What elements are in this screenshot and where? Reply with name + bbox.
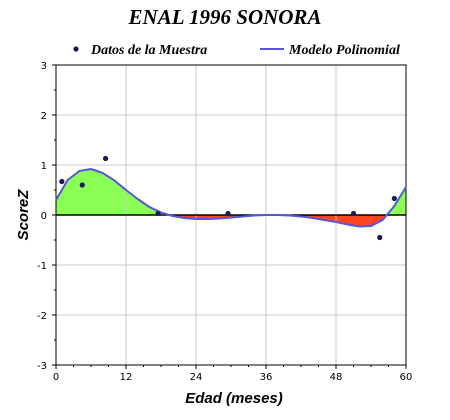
y-tick-label: 0 (41, 211, 47, 222)
data-point (225, 210, 231, 217)
data-point (59, 178, 65, 185)
negative-area-fill (56, 215, 406, 227)
x-tick-label: 0 (53, 372, 59, 383)
y-tick-label: 2 (41, 111, 47, 122)
x-axis-title: Edad (meses) (185, 390, 283, 407)
y-tick-label: -1 (37, 261, 47, 272)
model-curve-line (55, 167, 407, 228)
legend-label-scatter: Datos de la Muestra (90, 43, 207, 58)
legend-label-line: Modelo Polinomial (288, 43, 400, 58)
y-tick-label: -2 (37, 311, 47, 322)
x-tick-label: 24 (190, 372, 203, 383)
data-point (79, 182, 85, 188)
y-axis-title: ScoreZ (15, 189, 32, 241)
data-point (377, 234, 383, 241)
chart-title: ENAL 1996 SONORA (128, 5, 322, 29)
x-tick-label: 60 (400, 372, 413, 383)
x-tick-label: 36 (260, 372, 273, 383)
legend: Datos de la Muestra Modelo Polinomial (73, 43, 400, 58)
data-point (155, 210, 161, 217)
data-point (350, 210, 357, 217)
y-tick-label: -3 (37, 361, 47, 372)
legend-marker-scatter (73, 46, 79, 52)
x-tick-label: 48 (330, 372, 343, 383)
y-tick-label: 3 (41, 61, 47, 72)
data-point (102, 155, 109, 162)
data-point (391, 195, 397, 202)
x-tick-label: 12 (120, 372, 133, 383)
y-tick-label: 1 (41, 161, 47, 172)
series-layer (55, 155, 407, 241)
